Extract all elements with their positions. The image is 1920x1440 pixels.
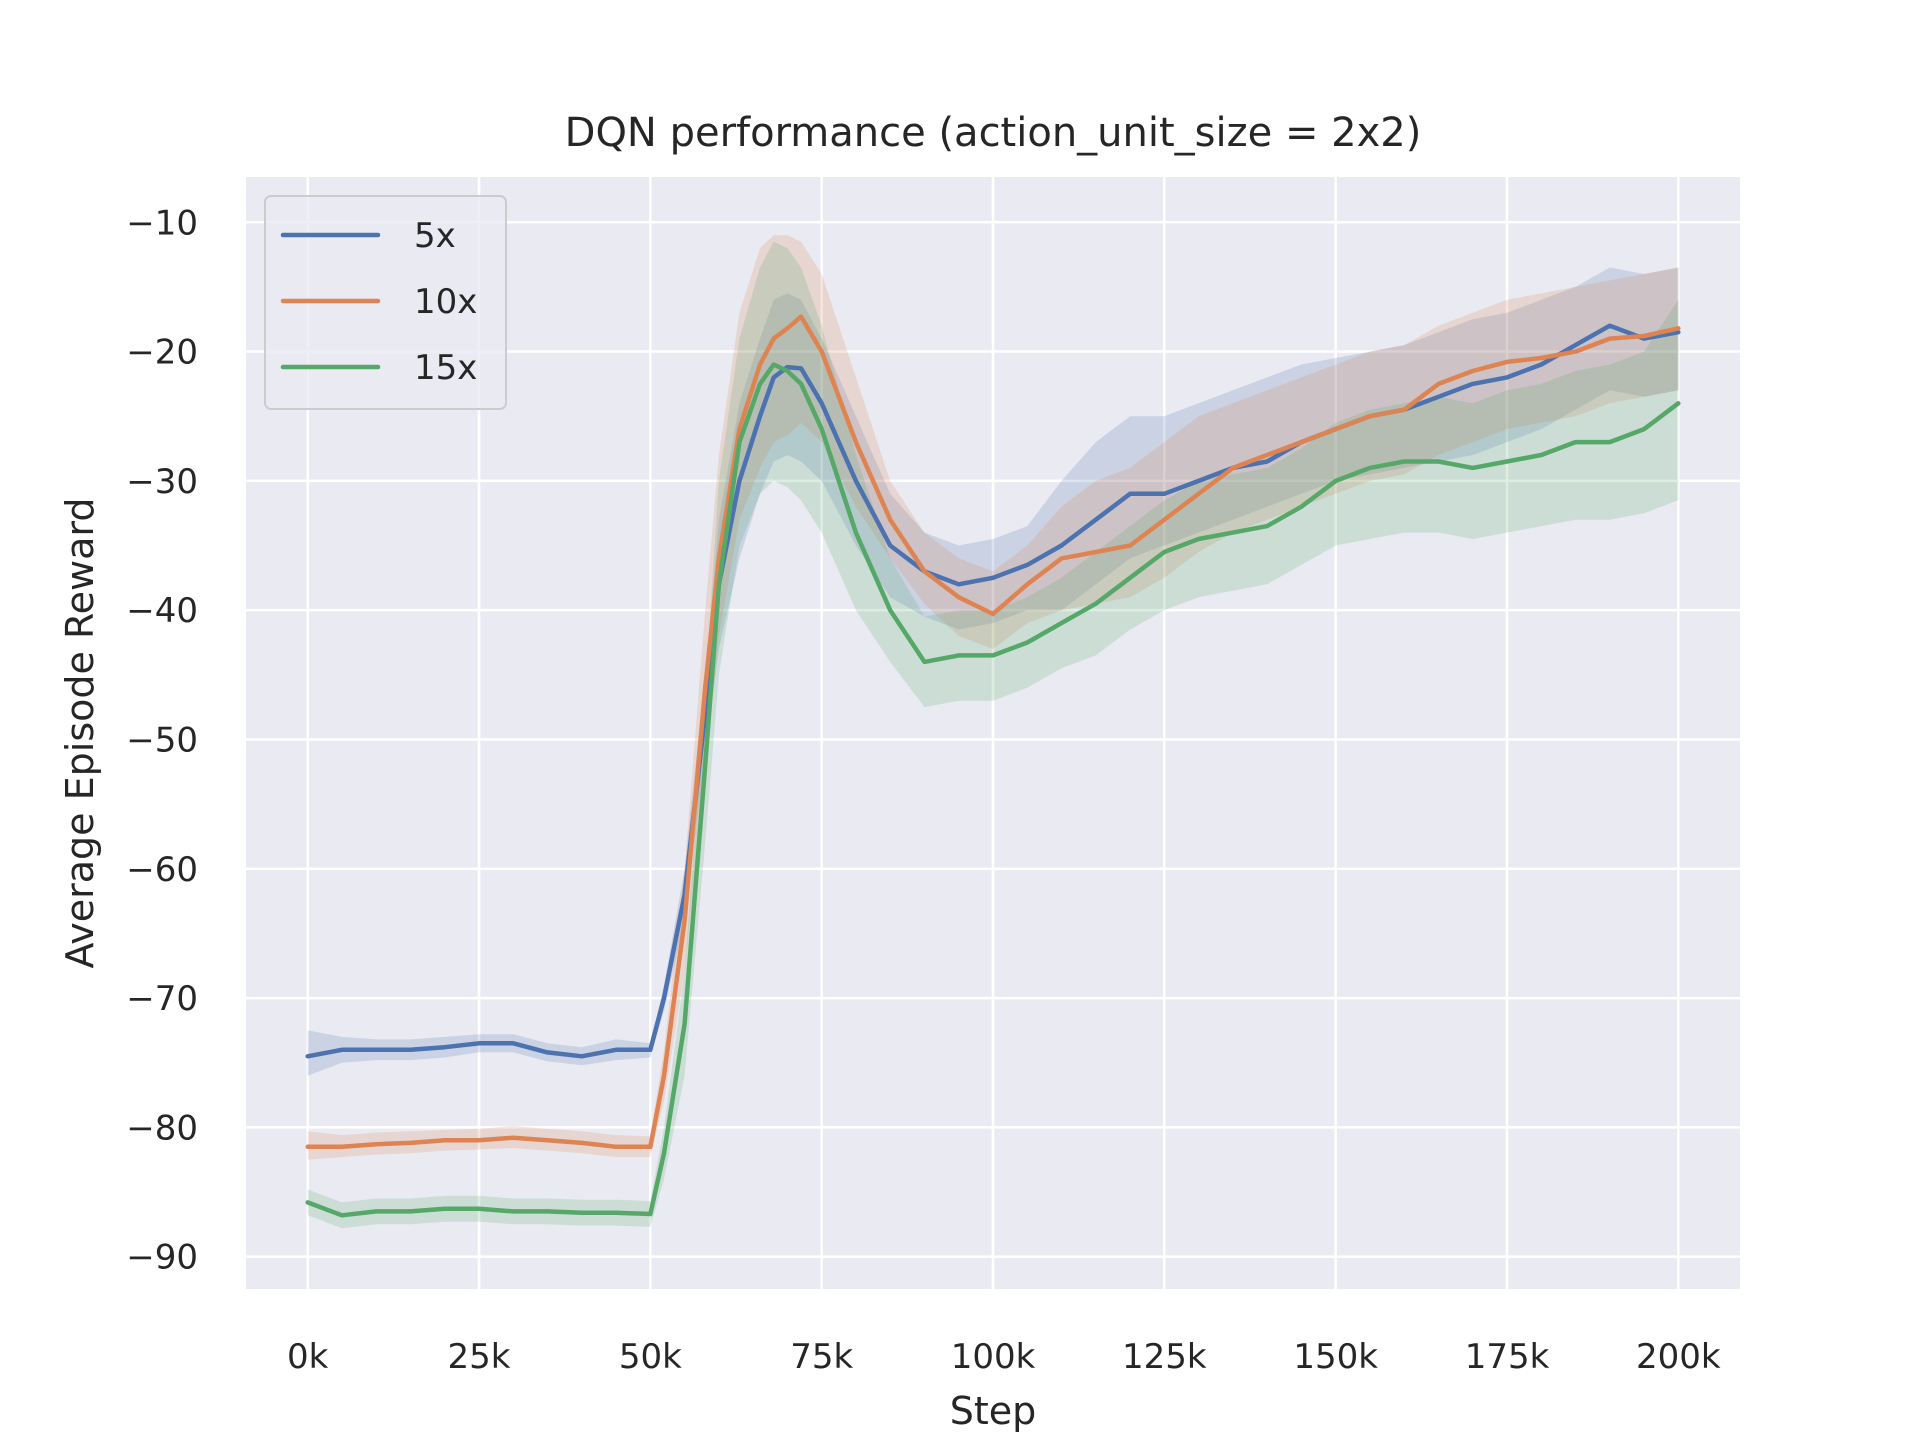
series-line-15x [305,362,1681,1218]
x-tick-label: 0k [287,1337,329,1377]
y-tick-label: −10 [126,203,198,243]
band-5x [307,267,1679,1076]
legend-label-5x: 5x [414,216,456,256]
legend: 5x 10x 15x [264,195,507,410]
x-axis-ticks: 0k 25k 50k 75k 100k 125k 150k 175k 200k [287,1337,1721,1377]
x-tick-label: 200k [1636,1337,1721,1377]
y-tick-label: −60 [126,850,198,890]
x-tick-label: 100k [951,1337,1036,1377]
y-tick-label: −40 [126,591,198,631]
y-axis-ticks: −10 −20 −30 −40 −50 −60 −70 −80 −90 [126,203,198,1277]
grid [246,177,1740,1289]
legend-label-10x: 10x [414,282,477,322]
chart-title: DQN performance (action_unit_size = 2x2) [565,110,1422,156]
y-axis-label: Average Episode Reward [58,498,102,969]
x-tick-label: 150k [1293,1337,1378,1377]
legend-box [264,195,507,410]
x-tick-label: 25k [448,1337,511,1377]
x-axis-label: Step [950,1389,1037,1433]
confidence-bands [307,235,1679,1229]
band-10x [307,235,1679,1160]
x-tick-label: 125k [1122,1337,1207,1377]
series-line-5x [305,323,1681,1059]
x-tick-label: 75k [790,1337,853,1377]
y-tick-label: −80 [126,1108,198,1148]
y-tick-label: −50 [126,720,198,760]
y-tick-label: −90 [126,1238,198,1278]
series-lines [305,314,1681,1218]
x-tick-label: 50k [619,1337,682,1377]
y-tick-label: −70 [126,979,198,1019]
series-line-10x [305,314,1681,1150]
x-tick-label: 175k [1465,1337,1550,1377]
band-15x [307,241,1679,1229]
y-tick-label: −20 [126,333,198,373]
legend-label-15x: 15x [414,348,477,388]
y-tick-label: −30 [126,462,198,502]
